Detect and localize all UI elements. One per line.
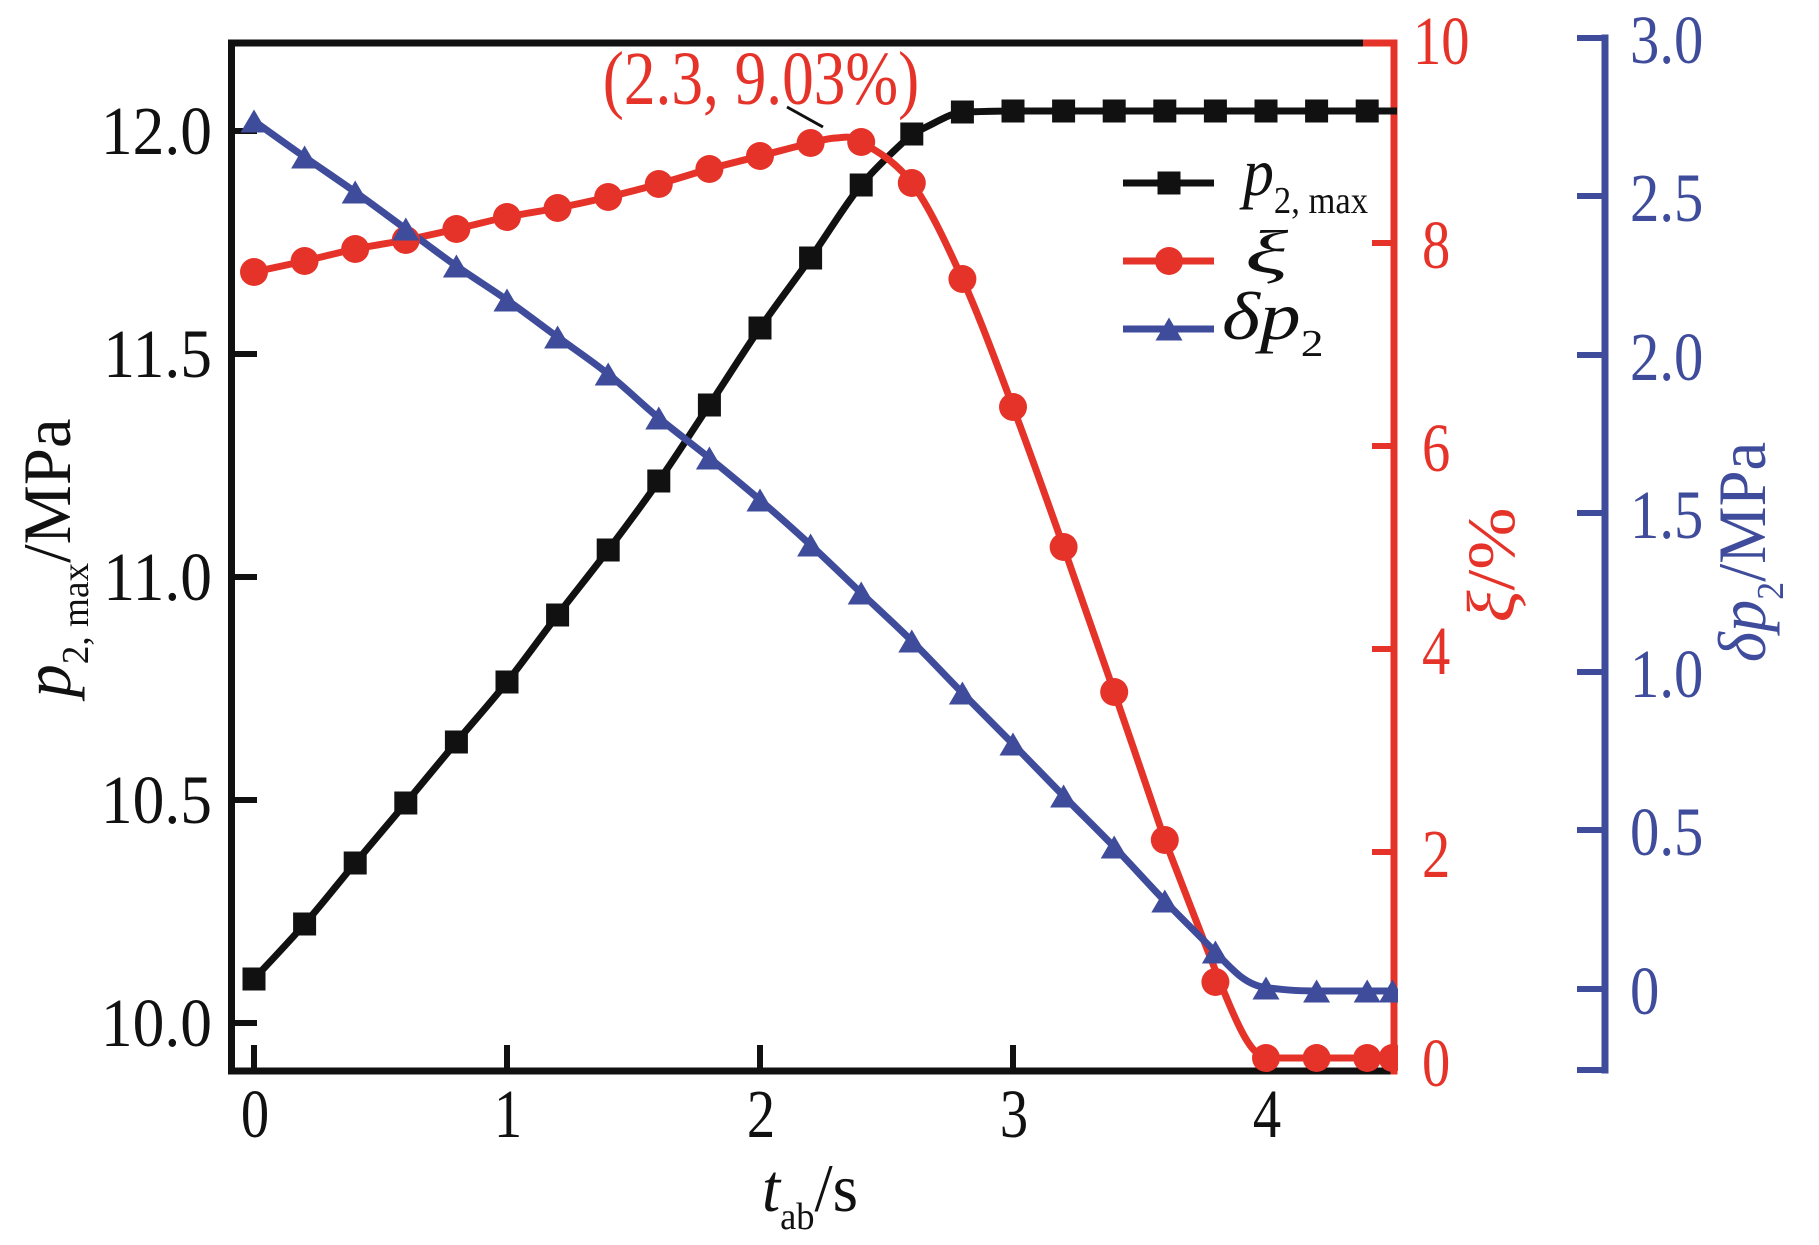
svg-text:0: 0 [1630,953,1659,1030]
svg-text:p2, max: p2, max [1239,135,1368,221]
svg-text:6: 6 [1422,410,1450,487]
svg-text:2.0: 2.0 [1630,319,1703,396]
svg-text:(2.3, 9.03%): (2.3, 9.03%) [603,38,919,122]
svg-text:0.5: 0.5 [1630,794,1703,871]
svg-text:ξ/%: ξ/% [1454,507,1529,622]
svg-text:ξ: ξ [1245,219,1289,287]
svg-text:8: 8 [1422,207,1450,284]
svg-text:δp2: δp2 [1222,279,1324,365]
svg-text:p2, max/MPa: p2, max/MPa [9,418,97,701]
svg-text:0: 0 [241,1076,269,1153]
svg-text:10.5: 10.5 [101,763,212,839]
svg-text:2.5: 2.5 [1630,160,1703,237]
svg-text:0: 0 [1422,1025,1450,1102]
svg-text:2: 2 [747,1076,775,1153]
svg-text:10.0: 10.0 [101,986,212,1062]
svg-text:1.0: 1.0 [1630,636,1703,713]
svg-text:4: 4 [1253,1076,1281,1153]
svg-text:11.5: 11.5 [103,317,212,393]
svg-text:12.0: 12.0 [101,94,212,170]
svg-text:1: 1 [494,1076,522,1153]
svg-text:δp2/MPa: δp2/MPa [1706,442,1793,662]
svg-text:2: 2 [1422,816,1450,893]
svg-text:4: 4 [1422,613,1450,690]
svg-text:10: 10 [1413,3,1470,80]
svg-text:1.5: 1.5 [1630,477,1703,554]
svg-text:tab/s: tab/s [762,1152,858,1238]
svg-text:3: 3 [1000,1076,1028,1153]
svg-text:3.0: 3.0 [1630,2,1703,79]
svg-text:11.0: 11.0 [103,540,212,616]
